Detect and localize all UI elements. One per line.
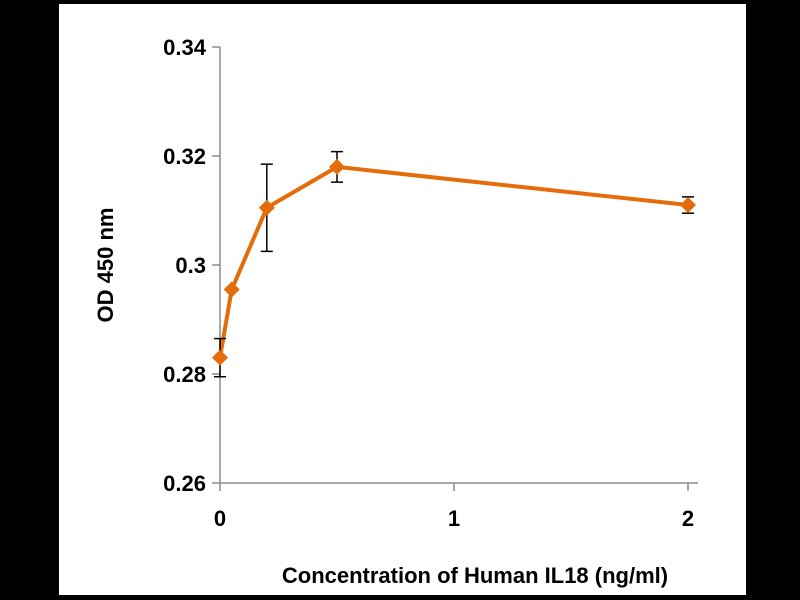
data-point	[212, 349, 228, 366]
x-tick-label: 2	[682, 506, 694, 531]
x-ticks: 0 1 2	[214, 483, 694, 531]
y-ticks: 0.26 0.28 0.3 0.32 0.34	[163, 35, 220, 496]
data-point	[223, 281, 240, 298]
data-point	[329, 158, 345, 175]
data-series	[212, 150, 696, 378]
x-tick-label: 1	[448, 506, 460, 531]
y-tick-label: 0.34	[163, 35, 207, 60]
y-axis-title: OD 450 nm	[93, 208, 118, 323]
chart-axes	[219, 47, 698, 484]
y-tick-label: 0.32	[163, 144, 206, 169]
data-point	[258, 199, 275, 216]
series-line	[218, 164, 689, 358]
y-tick-label: 0.3	[175, 253, 206, 278]
y-tick-label: 0.28	[163, 362, 206, 387]
x-axis-title: Concentration of Human IL18 (ng/ml)	[282, 563, 668, 588]
y-tick-label: 0.26	[163, 471, 206, 496]
data-point	[680, 197, 696, 214]
plot-frame	[57, 4, 748, 595]
x-tick-label: 0	[214, 506, 226, 531]
